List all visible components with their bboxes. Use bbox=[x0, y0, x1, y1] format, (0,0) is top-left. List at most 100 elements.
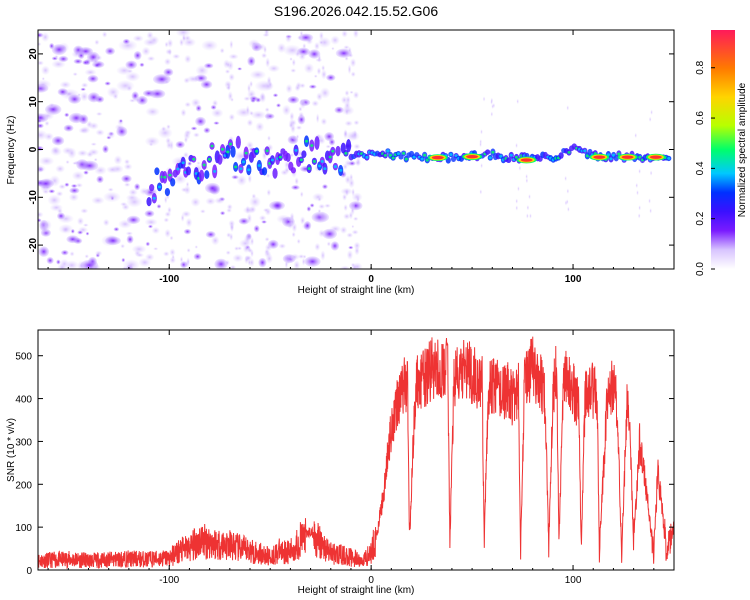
spectrogram-streak-blob bbox=[479, 141, 482, 147]
spectrogram-noise-blob bbox=[95, 129, 105, 136]
spectrogram-ridge-mark bbox=[558, 152, 564, 159]
spectrogram-noise-blob bbox=[153, 247, 159, 251]
spectrogram-streak-blob bbox=[293, 260, 300, 269]
spectrogram-streak-blob bbox=[263, 208, 270, 213]
spectrogram-streak-blob bbox=[638, 205, 641, 211]
spectrogram-noise-blob bbox=[81, 82, 89, 88]
spectrogram-streak-blob bbox=[316, 67, 322, 75]
spectrogram-ridge-core bbox=[585, 154, 589, 158]
spectrogram-streak-blob bbox=[246, 119, 254, 127]
spectrogram-streak-blob bbox=[515, 198, 518, 204]
spectrogram-noise-blob bbox=[253, 225, 260, 233]
spectrogram-streak-blob bbox=[317, 196, 322, 202]
spectrogram-noise-blob bbox=[72, 72, 78, 77]
spectrogram-streak-blob bbox=[314, 243, 321, 251]
spectrogram-ridge-core bbox=[278, 155, 282, 159]
spectrogram-streak-blob bbox=[480, 163, 483, 169]
spectrogram-noise-blob bbox=[78, 127, 88, 134]
spectrogram-ridge-core bbox=[192, 157, 196, 161]
spectrogram-noise-blob bbox=[251, 110, 266, 120]
spectrogram-ridge-core bbox=[331, 149, 335, 153]
spectrogram-streak-blob bbox=[183, 136, 188, 143]
spectrogram-noise-blob bbox=[116, 126, 128, 137]
spectrogram-ridge-core bbox=[310, 144, 314, 147]
spectrogram-noise-blob bbox=[148, 224, 153, 229]
spectrogram-streak-blob bbox=[294, 177, 299, 185]
spectrogram-noise-blob bbox=[238, 217, 250, 225]
spectrogram-noise-blob bbox=[112, 93, 119, 100]
spectrogram-streak-blob bbox=[184, 54, 192, 64]
spectrogram-ridge-mark bbox=[290, 167, 297, 174]
spectrogram-noise-blob bbox=[80, 91, 89, 102]
spectrogram-ridge-core bbox=[583, 149, 587, 153]
colorbar: 0.0 0.2 0.4 0.6 0.8 Normalized spectral ampl… bbox=[695, 30, 748, 276]
spectrogram-noise-blob bbox=[59, 81, 71, 89]
spectrogram-noise-blob bbox=[107, 187, 114, 192]
spectrogram-noise-blob bbox=[303, 221, 312, 231]
spectrogram-noise-blob bbox=[348, 160, 356, 166]
spectrogram-ridge-mark bbox=[164, 187, 171, 197]
spectrogram-ridge-mark bbox=[230, 145, 236, 158]
spectrogram-noise-blob bbox=[123, 259, 140, 269]
spectrogram-streak-blob bbox=[180, 214, 185, 222]
spectrogram-streak-blob bbox=[250, 249, 254, 258]
spectrogram-noise-blob bbox=[75, 183, 83, 188]
spectrogram-noise-blob bbox=[175, 140, 185, 149]
spectrogram-streak-blob bbox=[169, 235, 174, 241]
spectrogram-streak-blob bbox=[490, 111, 494, 117]
spectrogram-streak-blob bbox=[184, 101, 191, 108]
spectrogram-streak-blob bbox=[353, 120, 360, 126]
spectrogram-streak-blob bbox=[351, 202, 356, 210]
spectrogram-streak-blob bbox=[566, 105, 569, 111]
spectrogram-ridge-core bbox=[163, 175, 167, 179]
spectrogram-noise-blob bbox=[41, 65, 50, 75]
spectrogram-noise-blob bbox=[84, 69, 97, 76]
spectrogram-streak-blob bbox=[319, 211, 326, 221]
figure-title: S196.2026.042.15.52.G06 bbox=[274, 3, 438, 19]
spectrogram-streak-blob bbox=[186, 257, 190, 266]
spectrogram-noise-blob bbox=[151, 227, 160, 234]
spectrogram-noise-blob bbox=[344, 120, 353, 127]
spectrogram-noise-blob bbox=[69, 193, 79, 202]
spectrogram-ridge-core bbox=[239, 167, 243, 171]
spectrogram-streak-blob bbox=[298, 52, 306, 61]
spectrogram-noise-blob bbox=[276, 103, 281, 108]
spectrogram-ridge-core bbox=[247, 168, 251, 172]
spectrogram-streak-blob bbox=[518, 165, 522, 171]
spectrogram-streak-blob bbox=[300, 191, 304, 198]
spectrogram-streak-blob bbox=[261, 52, 267, 59]
spectrogram-streak-blob bbox=[354, 160, 362, 166]
spectrogram-streak-blob bbox=[344, 56, 349, 61]
spectrogram-noise-blob bbox=[38, 179, 54, 189]
spectrogram-noise-blob bbox=[231, 175, 239, 180]
spectrogram-noise-blob bbox=[38, 211, 44, 218]
spectrogram-noise-blob bbox=[261, 220, 267, 224]
spectrogram-streak-blob bbox=[179, 256, 184, 263]
colorbar-tick-label: 0.4 bbox=[695, 161, 706, 175]
spectrogram-streak-blob bbox=[264, 30, 270, 37]
spectrogram-noise-blob bbox=[228, 53, 239, 60]
snr-y-tick-label: 300 bbox=[15, 437, 32, 448]
spectrogram-streak-blob bbox=[289, 153, 295, 158]
spectrogram-streak-blob bbox=[299, 30, 304, 37]
spectrogram-noise-blob bbox=[186, 75, 200, 83]
spectrogram-streak-blob bbox=[318, 203, 326, 210]
spectrogram-streak-blob bbox=[184, 185, 191, 195]
spectrogram-noise-blob bbox=[272, 93, 279, 98]
spectrogram-ridge-core bbox=[667, 156, 671, 160]
spectrogram-noise-blob bbox=[205, 231, 216, 238]
spectrogram-streak-blob bbox=[317, 53, 322, 63]
spectrogram-noise-blob bbox=[56, 191, 64, 197]
spectrogram-streak-blob bbox=[634, 132, 637, 138]
spectrogram-noise-blob bbox=[64, 260, 79, 269]
spectrogram-noise-blob bbox=[87, 92, 100, 103]
spectrogram-noise-blob bbox=[195, 65, 209, 76]
spectrogram-streak-blob bbox=[320, 117, 327, 126]
spectrogram-streak-blob bbox=[353, 143, 361, 150]
spectrogram-noise-blob bbox=[124, 163, 133, 170]
spectrogram-streak-blob bbox=[318, 229, 326, 238]
spectrogram-noise-blob bbox=[64, 112, 70, 118]
spectrogram-noise-blob bbox=[259, 215, 267, 221]
spectrogram-streak-blob bbox=[300, 216, 306, 225]
spectrogram-noise-blob bbox=[91, 196, 105, 205]
